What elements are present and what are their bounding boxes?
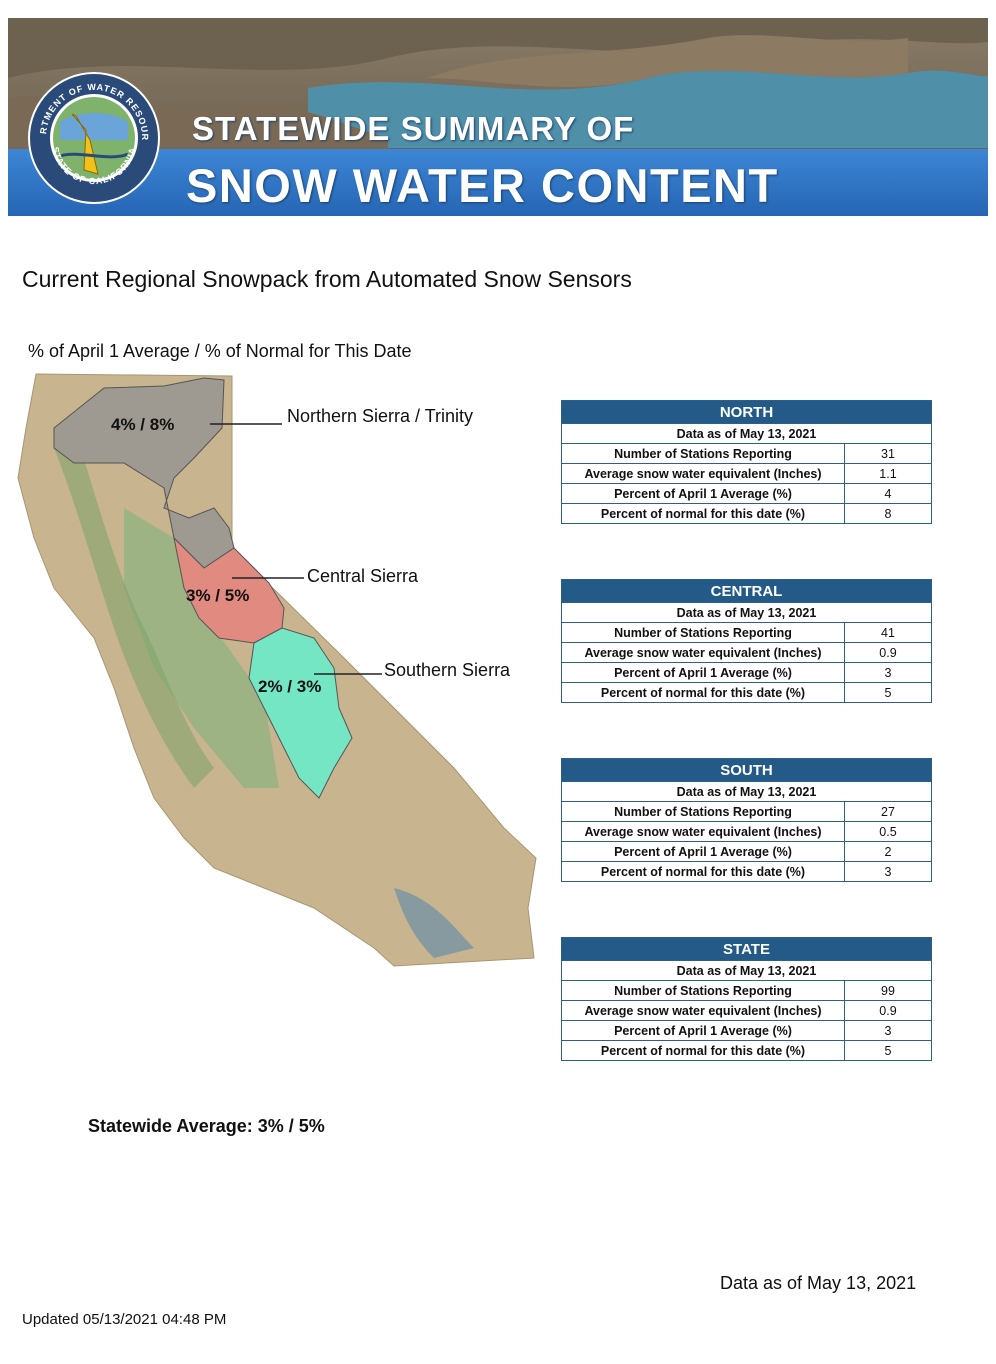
row-value: 41	[844, 622, 932, 643]
row-label: Percent of April 1 Average (%)	[561, 1020, 845, 1041]
table-row: Percent of normal for this date (%) 5	[561, 1040, 932, 1061]
central-region-label: Central Sierra	[307, 566, 419, 586]
row-label: Percent of normal for this date (%)	[561, 503, 845, 524]
row-label: Average snow water equivalent (Inches)	[561, 463, 845, 484]
row-value: 5	[844, 682, 932, 703]
row-value: 4	[844, 483, 932, 504]
row-label: Percent of normal for this date (%)	[561, 682, 845, 703]
row-value: 3	[844, 861, 932, 882]
north-percent-label: 4% / 8%	[111, 415, 175, 434]
row-label: Number of Stations Reporting	[561, 622, 845, 643]
table-title: CENTRAL	[561, 579, 932, 603]
row-label: Number of Stations Reporting	[561, 443, 845, 464]
banner-title-line1: STATEWIDE SUMMARY OF	[192, 110, 635, 147]
banner-title-line2: SNOW WATER CONTENT	[186, 159, 779, 212]
row-label: Average snow water equivalent (Inches)	[561, 821, 845, 842]
row-value: 0.9	[844, 1000, 932, 1021]
table-row: Percent of April 1 Average (%) 3	[561, 662, 932, 683]
table-row: Number of Stations Reporting 31	[561, 443, 932, 464]
row-label: Number of Stations Reporting	[561, 980, 845, 1001]
row-label: Average snow water equivalent (Inches)	[561, 1000, 845, 1021]
row-label: Number of Stations Reporting	[561, 801, 845, 822]
region-south-shape	[248, 627, 353, 799]
lake-photo-banner	[8, 18, 988, 216]
row-label: Average snow water equivalent (Inches)	[561, 642, 845, 663]
table-row: Percent of April 1 Average (%) 4	[561, 483, 932, 504]
table-row: Percent of April 1 Average (%) 3	[561, 1020, 932, 1041]
dwr-seal-logo: DEPARTMENT OF WATER RESOURCES STATE OF C…	[26, 70, 160, 204]
row-value: 3	[844, 1020, 932, 1041]
row-label: Percent of April 1 Average (%)	[561, 662, 845, 683]
row-label: Percent of normal for this date (%)	[561, 861, 845, 882]
north-region-label: Northern Sierra / Trinity	[287, 406, 474, 426]
table-as-of: Data as of May 13, 2021	[561, 602, 932, 623]
region-north-shape	[53, 377, 235, 569]
table-title: SOUTH	[561, 758, 932, 782]
state-table: STATE Data as of May 13, 2021 Number of …	[561, 937, 932, 1061]
table-row: Number of Stations Reporting 99	[561, 980, 932, 1001]
table-title: NORTH	[561, 400, 932, 424]
table-as-of: Data as of May 13, 2021	[561, 423, 932, 444]
table-row: Average snow water equivalent (Inches) 0.…	[561, 1000, 932, 1021]
table-row: Percent of April 1 Average (%) 2	[561, 841, 932, 862]
table-row: Average snow water equivalent (Inches) 0.…	[561, 642, 932, 663]
row-value: 8	[844, 503, 932, 524]
central-percent-label: 3% / 5%	[186, 586, 250, 605]
row-value: 1.1	[844, 463, 932, 484]
row-label: Percent of April 1 Average (%)	[561, 483, 845, 504]
central-table: CENTRAL Data as of May 13, 2021 Number o…	[561, 579, 932, 703]
row-value: 5	[844, 1040, 932, 1061]
page-subtitle: Current Regional Snowpack from Automated…	[22, 266, 632, 292]
north-table: NORTH Data as of May 13, 2021 Number of …	[561, 400, 932, 524]
table-as-of: Data as of May 13, 2021	[561, 960, 932, 981]
south-percent-label: 2% / 3%	[258, 677, 322, 696]
row-value: 27	[844, 801, 932, 822]
table-row: Number of Stations Reporting 27	[561, 801, 932, 822]
table-as-of: Data as of May 13, 2021	[561, 781, 932, 802]
row-value: 0.5	[844, 821, 932, 842]
header-banner: STATEWIDE SUMMARY OF SNOW WATER CONTENT …	[8, 18, 988, 216]
california-map: 4% / 8% 3% / 5% 2% / 3% Northern Sierra …	[14, 368, 544, 988]
south-table: SOUTH Data as of May 13, 2021 Number of …	[561, 758, 932, 882]
table-title: STATE	[561, 937, 932, 961]
row-value: 0.9	[844, 642, 932, 663]
table-row: Percent of normal for this date (%) 3	[561, 861, 932, 882]
table-row: Percent of normal for this date (%) 8	[561, 503, 932, 524]
legend-note: % of April 1 Average / % of Normal for T…	[28, 341, 412, 361]
table-row: Number of Stations Reporting 41	[561, 622, 932, 643]
table-row: Percent of normal for this date (%) 5	[561, 682, 932, 703]
row-label: Percent of normal for this date (%)	[561, 1040, 845, 1061]
row-value: 99	[844, 980, 932, 1001]
row-label: Percent of April 1 Average (%)	[561, 841, 845, 862]
data-as-of-footer: Data as of May 13, 2021	[720, 1273, 917, 1293]
row-value: 3	[844, 662, 932, 683]
table-row: Average snow water equivalent (Inches) 1.…	[561, 463, 932, 484]
statewide-average: Statewide Average: 3% / 5%	[88, 1116, 325, 1136]
updated-timestamp: Updated 05/13/2021 04:48 PM	[22, 1311, 227, 1328]
california-map-graphic	[17, 373, 537, 967]
row-value: 31	[844, 443, 932, 464]
table-row: Average snow water equivalent (Inches) 0.…	[561, 821, 932, 842]
row-value: 2	[844, 841, 932, 862]
south-region-label: Southern Sierra	[384, 660, 511, 680]
